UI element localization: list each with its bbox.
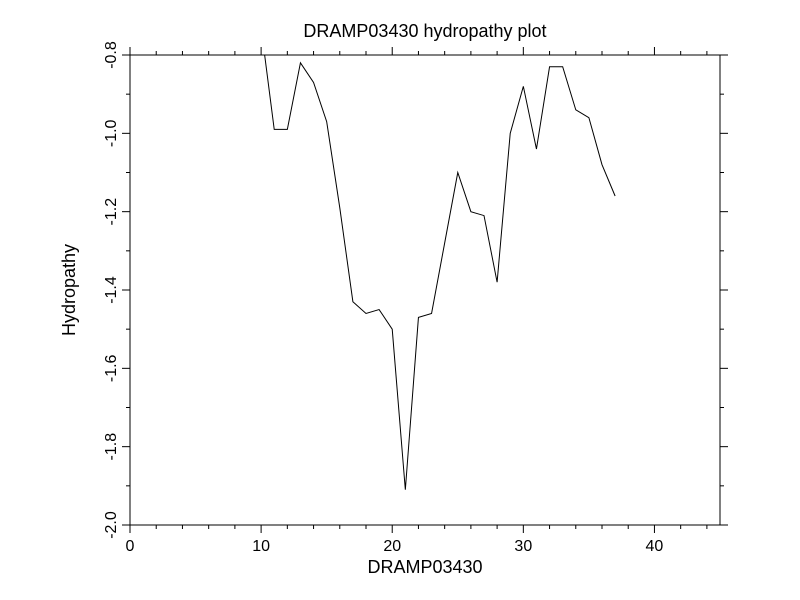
hydropathy-chart: 0 10 20 30 40 -2.0 -1.8 -1.6 -1.4 -1.2 -1.0 -0.8 DRA… <box>0 0 800 600</box>
y-tick-label: -0.8 <box>103 41 120 69</box>
x-tick-label: 40 <box>646 538 664 555</box>
y-tick-label: -1.6 <box>103 354 120 382</box>
data-line <box>261 28 615 490</box>
x-axis-label: DRAMP03430 <box>367 557 482 577</box>
y-tick-label: -1.2 <box>103 198 120 226</box>
y-tick-label: -1.8 <box>103 433 120 461</box>
y-tick-label: -2.0 <box>103 511 120 539</box>
chart-title: DRAMP03430 hydropathy plot <box>303 21 546 41</box>
chart-svg: 0 10 20 30 40 -2.0 -1.8 -1.6 -1.4 -1.2 -1.0 -0.8 DRA… <box>0 0 800 600</box>
y-tick-label: -1.4 <box>103 276 120 304</box>
y-tick-label: -1.0 <box>103 119 120 147</box>
x-tick-label: 30 <box>514 538 532 555</box>
y-axis-label: Hydropathy <box>59 244 79 336</box>
x-tick-label: 10 <box>252 538 270 555</box>
plot-border <box>130 55 720 525</box>
x-tick-label: 20 <box>383 538 401 555</box>
x-tick-label: 0 <box>126 538 135 555</box>
